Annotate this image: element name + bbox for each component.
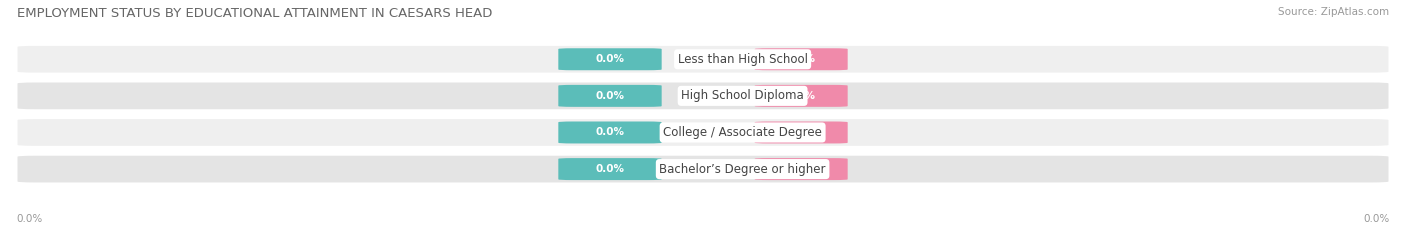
Text: 0.0%: 0.0% [787, 91, 815, 101]
Text: 0.0%: 0.0% [1362, 214, 1389, 224]
FancyBboxPatch shape [558, 158, 662, 180]
FancyBboxPatch shape [17, 119, 1389, 146]
Text: 0.0%: 0.0% [596, 91, 624, 101]
Text: 0.0%: 0.0% [787, 127, 815, 137]
Text: 0.0%: 0.0% [596, 127, 624, 137]
Text: 0.0%: 0.0% [596, 164, 624, 174]
Text: Source: ZipAtlas.com: Source: ZipAtlas.com [1278, 7, 1389, 17]
FancyBboxPatch shape [558, 121, 662, 144]
FancyBboxPatch shape [558, 85, 662, 107]
FancyBboxPatch shape [755, 158, 848, 180]
Text: 0.0%: 0.0% [787, 54, 815, 64]
FancyBboxPatch shape [17, 82, 1389, 109]
Text: 0.0%: 0.0% [596, 54, 624, 64]
Text: EMPLOYMENT STATUS BY EDUCATIONAL ATTAINMENT IN CAESARS HEAD: EMPLOYMENT STATUS BY EDUCATIONAL ATTAINM… [17, 7, 492, 20]
Text: High School Diploma: High School Diploma [682, 89, 804, 102]
FancyBboxPatch shape [558, 48, 662, 70]
Text: Bachelor’s Degree or higher: Bachelor’s Degree or higher [659, 163, 825, 176]
Text: 0.0%: 0.0% [17, 214, 44, 224]
FancyBboxPatch shape [17, 46, 1389, 73]
FancyBboxPatch shape [755, 85, 848, 107]
Text: 0.0%: 0.0% [787, 164, 815, 174]
FancyBboxPatch shape [755, 48, 848, 70]
FancyBboxPatch shape [755, 121, 848, 144]
Text: College / Associate Degree: College / Associate Degree [664, 126, 823, 139]
Text: Less than High School: Less than High School [678, 53, 807, 66]
FancyBboxPatch shape [17, 156, 1389, 182]
